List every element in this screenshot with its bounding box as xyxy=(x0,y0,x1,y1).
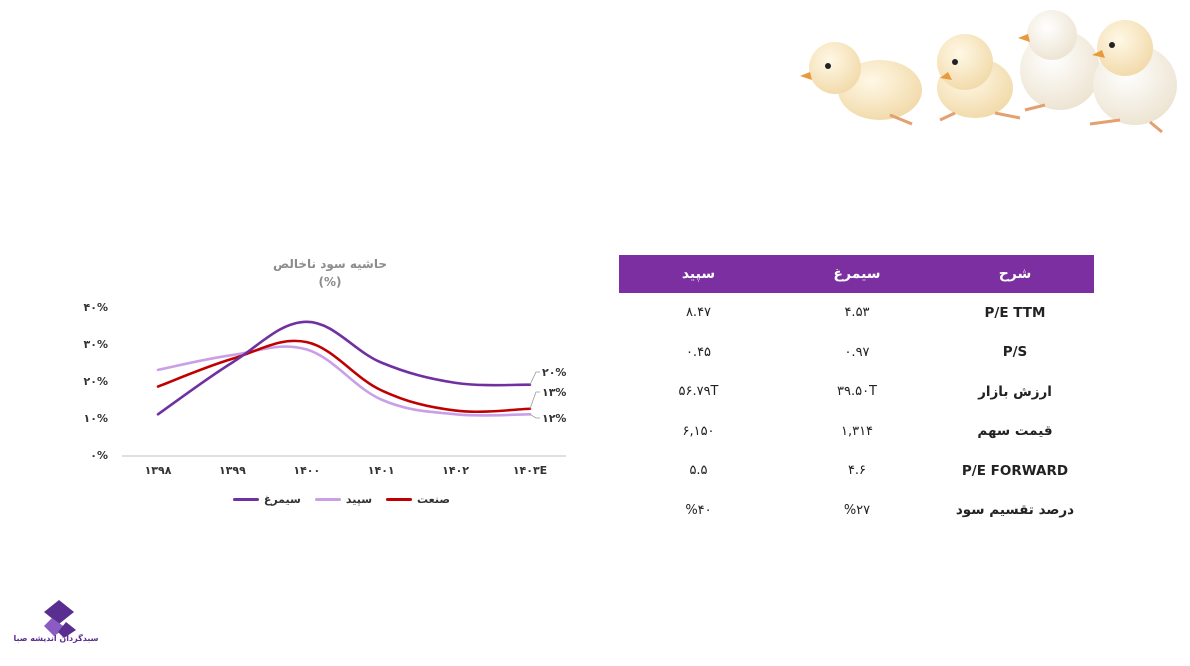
cell-sepid: ۵۶.۷۹T xyxy=(678,384,719,400)
legend-swatch xyxy=(232,497,259,501)
y-tick-label: ۰% xyxy=(90,449,108,462)
cell-sepid: %۴۰ xyxy=(685,502,712,518)
row-label: P/S xyxy=(1002,344,1028,361)
cell-simorgh: %۲۷ xyxy=(843,502,871,518)
header-simorgh: سیمرغ xyxy=(778,255,936,293)
cell-sepid: ۵.۵ xyxy=(689,463,708,479)
cell-simorgh: ۴.۵۳ xyxy=(844,305,870,321)
row-label: P/E FORWARD xyxy=(961,462,1069,479)
legend-item: سیمرغ xyxy=(232,489,301,509)
comparison-table: شرح سیمرغ سپید P/E TTM ۴.۵۳ ۸.۴۷ P/S ۰.۹… xyxy=(619,255,1094,530)
cell-simorgh: ۳۹.۵۰T xyxy=(836,384,877,400)
series-lines xyxy=(156,320,532,417)
table-row: P/E FORWARD ۴.۶ ۵.۵ xyxy=(619,451,1094,491)
table-row: P/E TTM ۴.۵۳ ۸.۴۷ xyxy=(619,293,1094,333)
cell-simorgh: ۴.۶ xyxy=(847,463,867,479)
y-tick-label: ۱۰% xyxy=(84,412,108,425)
end-label-leader xyxy=(529,391,540,409)
end-label-leader xyxy=(529,413,540,419)
x-tick-label: ۱۳۹۹ xyxy=(219,464,246,477)
cell-simorgh: ۱,۳۱۴ xyxy=(840,423,874,439)
chart-subtitle: (%) xyxy=(318,275,342,289)
end-value-label: ۲۰% xyxy=(542,366,566,379)
cell-sepid: ۸.۴۷ xyxy=(685,305,712,321)
series-line-2 xyxy=(156,339,532,414)
table-header-row: شرح سیمرغ سپید xyxy=(619,255,1094,293)
x-axis-ticks: ۱۳۹۸ ۱۳۹۹ ۱۴۰۰ ۱۴۰۱ ۱۴۰۲ ۱۴۰۳E xyxy=(145,464,548,477)
cell-sepid: ۰.۴۵ xyxy=(685,344,712,360)
legend-item: سپید xyxy=(314,489,373,509)
x-tick-label: ۱۴۰۱ xyxy=(368,464,395,477)
series-line-0 xyxy=(156,320,532,416)
end-labels: ۱۲% ۱۳% ۲۰% xyxy=(529,366,566,425)
x-tick-label: ۱۴۰۳E xyxy=(513,464,547,477)
chicks-image xyxy=(800,10,1177,134)
table-row: درصد تقسیم سود %۲۷ %۴۰ xyxy=(619,491,1094,531)
legend-swatch xyxy=(314,497,341,501)
x-tick-label: ۱۴۰۲ xyxy=(442,464,469,477)
table-row: P/S ۰.۹۷ ۰.۴۵ xyxy=(619,333,1094,373)
series-line-1 xyxy=(156,345,532,417)
legend-label: سپید xyxy=(345,492,373,506)
legend-item: صنعت xyxy=(386,489,450,509)
company-logo-icon xyxy=(44,600,76,638)
y-tick-label: ۳۰% xyxy=(84,338,108,351)
y-tick-label: ۲۰% xyxy=(84,375,108,388)
cell-sepid: ۶,۱۵۰ xyxy=(682,423,715,439)
legend-label: صنعت xyxy=(417,492,450,506)
end-value-label: ۱۲% xyxy=(542,412,566,425)
chart-legend: سیمرغ سپید صنعت xyxy=(230,489,450,509)
header-sharh: شرح xyxy=(936,255,1094,293)
row-label: درصد تقسیم سود xyxy=(955,502,1075,519)
table-row: قیمت سهم ۱,۳۱۴ ۶,۱۵۰ xyxy=(619,412,1094,452)
x-tick-label: ۱۴۰۰ xyxy=(293,464,320,477)
x-tick-label: ۱۳۹۸ xyxy=(145,464,172,477)
end-value-label: ۱۳% xyxy=(542,386,566,399)
end-label-leader xyxy=(529,371,540,385)
row-label: قیمت سهم xyxy=(977,423,1053,440)
logo-text: سبدگردان اندیشه صبا xyxy=(13,634,99,643)
line-chart: ۴۰% ۳۰% ۲۰% ۱۰% ۰% ۱۳۹۸ ۱۳۹۹ ۱۴۰۰ ۱۴۰۱ ۱۴۰۲ ۱۴۰۳E… xyxy=(84,301,567,477)
y-axis-ticks: ۴۰% ۳۰% ۲۰% ۱۰% ۰% xyxy=(84,301,108,462)
row-label: ارزش بازار xyxy=(978,383,1052,400)
cell-simorgh: ۰.۹۷ xyxy=(844,344,870,360)
y-tick-label: ۴۰% xyxy=(84,301,108,314)
legend-swatch xyxy=(386,497,413,501)
row-label: P/E TTM xyxy=(984,304,1046,321)
header-sepid: سپید xyxy=(619,255,778,293)
chart-title: حاشیه سود ناخالص xyxy=(272,257,387,271)
legend-label: سیمرغ xyxy=(263,492,301,506)
table-row: ارزش بازار ۳۹.۵۰T ۵۶.۷۹T xyxy=(619,372,1094,412)
